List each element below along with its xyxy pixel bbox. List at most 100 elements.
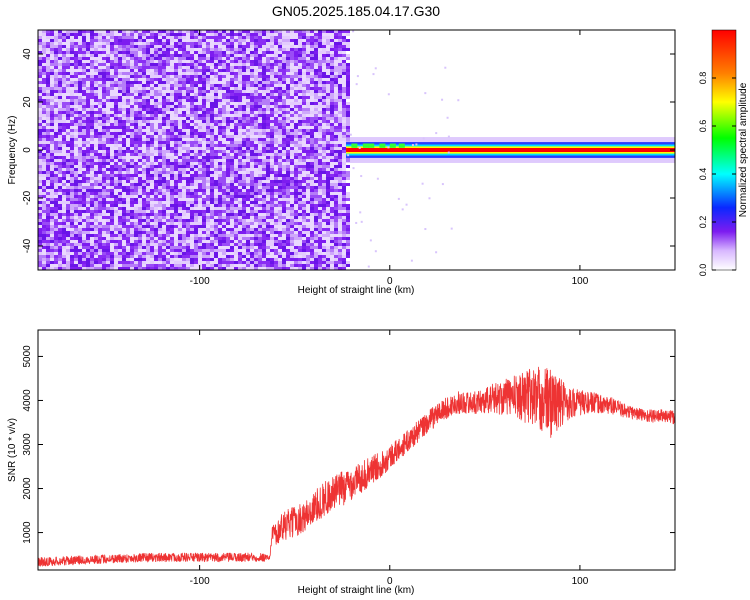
heatmap-cell bbox=[42, 234, 46, 237]
heatmap-cell bbox=[254, 267, 258, 270]
heatmap-cell bbox=[110, 267, 114, 270]
heatmap-cell bbox=[302, 243, 306, 246]
heatmap-cell bbox=[134, 126, 138, 129]
heatmap-cell bbox=[142, 210, 146, 213]
heatmap-cell bbox=[74, 228, 78, 231]
heatmap-cell bbox=[198, 255, 202, 258]
heatmap-cell bbox=[330, 249, 334, 252]
heatmap-cell bbox=[158, 255, 162, 258]
heatmap-cell bbox=[110, 183, 114, 186]
heatmap-cell bbox=[54, 141, 58, 144]
heatmap-cell bbox=[302, 186, 306, 189]
heatmap-cell bbox=[270, 231, 274, 234]
heatmap-cell bbox=[150, 141, 154, 144]
heatmap-cell bbox=[262, 153, 266, 156]
heatmap-cell bbox=[322, 87, 326, 90]
heatmap-cell bbox=[78, 258, 82, 261]
heatmap-cell bbox=[310, 177, 314, 180]
heatmap-cell bbox=[154, 117, 158, 120]
heatmap-cell bbox=[270, 135, 274, 138]
heatmap-cell bbox=[178, 123, 182, 126]
heatmap-cell bbox=[310, 54, 314, 57]
heatmap-cell bbox=[62, 57, 66, 60]
heatmap-cell bbox=[182, 165, 186, 168]
heatmap-cell bbox=[162, 96, 166, 99]
heatmap-cell bbox=[78, 45, 82, 48]
heatmap-cell bbox=[198, 54, 202, 57]
heatmap-cell bbox=[334, 225, 338, 228]
heatmap-cell bbox=[110, 216, 114, 219]
heatmap-cell bbox=[122, 252, 126, 255]
heatmap-cell bbox=[266, 216, 270, 219]
heatmap-cell bbox=[146, 201, 150, 204]
heatmap-cell bbox=[154, 195, 158, 198]
heatmap-cell bbox=[246, 114, 250, 117]
heatmap-cell bbox=[70, 114, 74, 117]
heatmap-cell bbox=[230, 249, 234, 252]
heatmap-cell bbox=[118, 66, 122, 69]
heatmap-cell bbox=[334, 42, 338, 45]
heatmap-cell bbox=[214, 96, 218, 99]
heatmap-cell bbox=[246, 261, 250, 264]
heatmap-cell bbox=[322, 261, 326, 264]
heatmap-cell bbox=[62, 225, 66, 228]
heatmap-cell bbox=[42, 108, 46, 111]
heatmap-cell bbox=[98, 201, 102, 204]
heatmap-cell bbox=[130, 252, 134, 255]
heatmap-cell bbox=[106, 225, 110, 228]
heatmap-cell bbox=[50, 183, 54, 186]
heatmap-cell bbox=[294, 174, 298, 177]
heatmap-cell bbox=[162, 210, 166, 213]
heatmap-cell bbox=[278, 57, 282, 60]
heatmap-cell bbox=[190, 60, 194, 63]
heatmap-cell bbox=[46, 63, 50, 66]
heatmap-cell bbox=[118, 99, 122, 102]
heatmap-cell bbox=[334, 69, 338, 72]
heatmap-cell bbox=[130, 201, 134, 204]
heatmap-cell bbox=[78, 96, 82, 99]
heatmap-cell bbox=[66, 96, 70, 99]
heatmap-cell bbox=[290, 231, 294, 234]
heatmap-cell bbox=[106, 42, 110, 45]
heatmap-cell bbox=[46, 243, 50, 246]
heatmap-cell bbox=[202, 111, 206, 114]
heatmap-cell bbox=[50, 243, 54, 246]
heatmap-cell bbox=[310, 135, 314, 138]
heatmap-cell bbox=[58, 57, 62, 60]
heatmap-cell bbox=[326, 123, 330, 126]
heatmap-cell bbox=[198, 57, 202, 60]
heatmap-cell bbox=[46, 48, 50, 51]
heatmap-cell bbox=[102, 42, 106, 45]
heatmap-cell bbox=[210, 120, 214, 123]
heatmap-cell bbox=[66, 132, 70, 135]
heatmap-cell bbox=[146, 237, 150, 240]
heatmap-cell bbox=[142, 231, 146, 234]
heatmap-cell bbox=[302, 114, 306, 117]
heatmap-cell bbox=[130, 63, 134, 66]
heatmap-cell bbox=[242, 246, 246, 249]
heatmap-cell bbox=[78, 210, 82, 213]
heatmap-cell bbox=[134, 165, 138, 168]
heatmap-cell bbox=[258, 231, 262, 234]
heatmap-cell bbox=[338, 147, 342, 150]
heatmap-cell bbox=[110, 132, 114, 135]
heatmap-cell bbox=[198, 117, 202, 120]
heatmap-cell bbox=[230, 69, 234, 72]
heatmap-cell bbox=[202, 192, 206, 195]
heatmap-cell bbox=[330, 117, 334, 120]
heatmap-cell bbox=[250, 177, 254, 180]
heatmap-cell bbox=[274, 123, 278, 126]
heatmap-cell bbox=[282, 105, 286, 108]
heatmap-cell bbox=[74, 198, 78, 201]
heatmap-cell bbox=[50, 162, 54, 165]
heatmap-cell bbox=[278, 159, 282, 162]
heatmap-cell bbox=[190, 36, 194, 39]
heatmap-cell bbox=[334, 30, 338, 33]
heatmap-cell bbox=[314, 75, 318, 78]
heatmap-cell bbox=[86, 123, 90, 126]
heatmap-cell bbox=[70, 120, 74, 123]
heatmap-cell bbox=[334, 99, 338, 102]
heatmap-cell bbox=[286, 237, 290, 240]
heatmap-cell bbox=[222, 174, 226, 177]
heatmap-cell bbox=[114, 72, 118, 75]
